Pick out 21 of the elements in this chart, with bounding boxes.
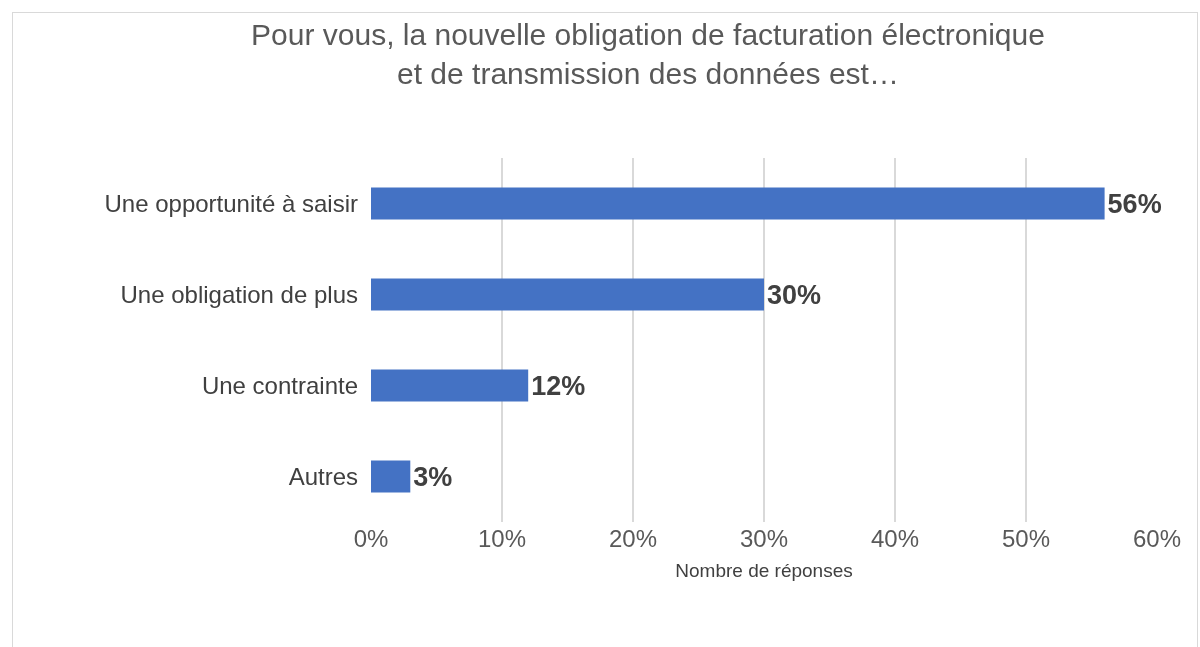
bar bbox=[371, 460, 411, 493]
y-tick-label: Une obligation de plus bbox=[120, 280, 358, 308]
x-tick-label: 40% bbox=[870, 525, 920, 552]
chart-title: Pour vous, la nouvelle obligation de facturation électronique et de transmission des données est… bbox=[251, 18, 1045, 91]
bar bbox=[371, 187, 1105, 220]
data-label: 56% bbox=[1107, 188, 1162, 219]
x-tick-label: 50% bbox=[1001, 525, 1051, 552]
data-label: 3% bbox=[413, 461, 453, 492]
x-tick-label: 20% bbox=[608, 525, 658, 552]
x-tick-label: 60% bbox=[1132, 525, 1182, 552]
y-tick-label: Une opportunité à saisir bbox=[104, 189, 358, 217]
x-tick-label: 0% bbox=[353, 525, 389, 552]
x-tick-label: 10% bbox=[477, 525, 527, 552]
data-label: 30% bbox=[767, 279, 822, 310]
y-tick-label: Autres bbox=[288, 462, 358, 490]
data-label: 12% bbox=[531, 370, 586, 401]
bar bbox=[371, 369, 529, 402]
y-tick-label: Une contrainte bbox=[201, 371, 358, 399]
x-tick-label: 30% bbox=[739, 525, 789, 552]
bar bbox=[371, 278, 764, 311]
x-axis-title: Nombre de réponses bbox=[675, 559, 853, 581]
